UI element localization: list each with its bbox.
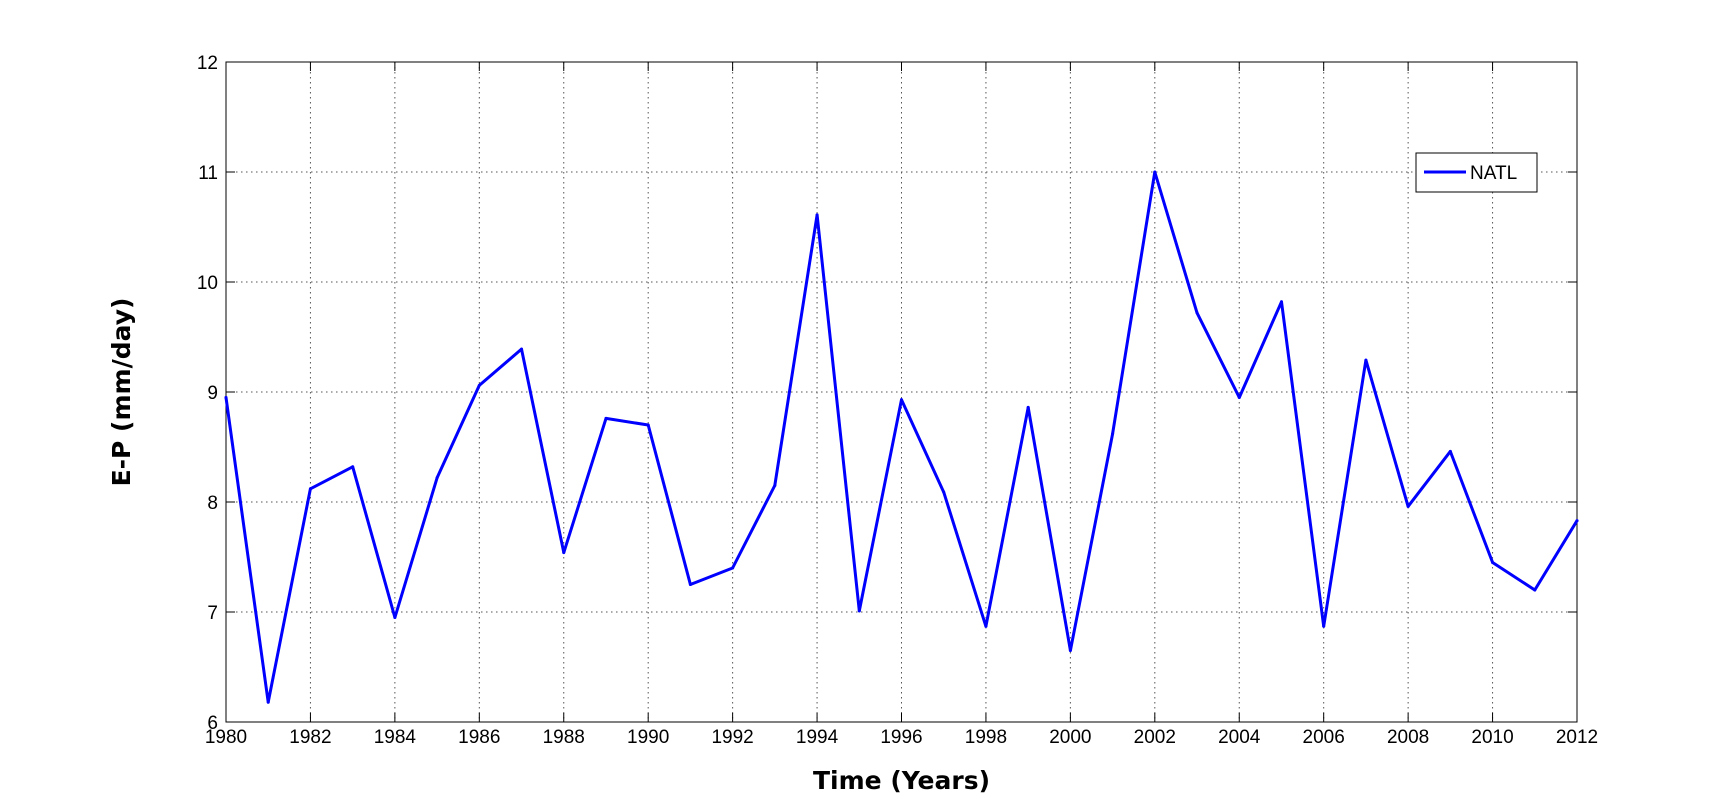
x-tick-label: 1996 bbox=[880, 727, 922, 748]
data-point bbox=[308, 487, 312, 491]
x-tick-label: 1980 bbox=[205, 727, 247, 748]
data-point bbox=[266, 700, 270, 704]
x-tick-label: 2000 bbox=[1049, 727, 1091, 748]
data-point bbox=[477, 383, 481, 387]
y-tick-label: 9 bbox=[207, 383, 218, 404]
data-point bbox=[1322, 624, 1326, 628]
tick-marks bbox=[225, 61, 1578, 723]
x-tick-label: 2008 bbox=[1387, 727, 1429, 748]
x-tick-label: 1998 bbox=[965, 727, 1007, 748]
y-tick-label: 10 bbox=[197, 273, 218, 294]
data-point bbox=[815, 213, 819, 217]
data-point bbox=[435, 476, 439, 480]
x-axis-title: Time (Years) bbox=[813, 766, 990, 795]
x-tick-label: 1994 bbox=[796, 727, 839, 748]
data-point bbox=[1533, 588, 1537, 592]
data-point bbox=[1111, 432, 1115, 436]
y-tick-label: 8 bbox=[207, 493, 218, 514]
data-point bbox=[1068, 649, 1072, 652]
data-point bbox=[1448, 449, 1452, 453]
x-tick-label: 1982 bbox=[289, 727, 331, 748]
data-point bbox=[562, 551, 566, 555]
y-tick-label: 12 bbox=[197, 53, 218, 74]
y-tick-label: 11 bbox=[198, 163, 218, 184]
x-tick-label: 2006 bbox=[1303, 727, 1345, 748]
x-tick-label: 2002 bbox=[1134, 727, 1176, 748]
y-axis-title: E-P (mm/day) bbox=[107, 298, 136, 487]
data-point bbox=[1237, 396, 1241, 399]
x-tick-labels: 1980 1982 1984 1986 1988 1990 1992 1994 1996 1998… bbox=[205, 727, 1598, 748]
x-tick-label: 1992 bbox=[711, 727, 753, 748]
data-point bbox=[1026, 405, 1030, 409]
data-points bbox=[224, 170, 1579, 704]
x-tick-label: 1984 bbox=[374, 727, 417, 748]
data-point bbox=[224, 396, 228, 399]
y-tick-label: 6 bbox=[207, 713, 218, 734]
data-point bbox=[604, 416, 608, 420]
x-tick-label: 1986 bbox=[458, 727, 500, 748]
data-point bbox=[731, 566, 735, 570]
data-point bbox=[857, 609, 861, 613]
data-point bbox=[984, 624, 988, 628]
data-point bbox=[1364, 358, 1368, 362]
data-point bbox=[1406, 504, 1410, 508]
data-point bbox=[688, 583, 692, 586]
data-point bbox=[1575, 519, 1579, 523]
data-point bbox=[1153, 170, 1157, 174]
data-point bbox=[646, 423, 650, 427]
data-point bbox=[1279, 300, 1283, 304]
legend-label-natl: NATL bbox=[1470, 163, 1517, 184]
data-point bbox=[1195, 311, 1199, 315]
data-point bbox=[351, 465, 355, 469]
data-point bbox=[520, 347, 524, 351]
legend: NATL bbox=[1415, 152, 1538, 193]
x-tick-label: 1990 bbox=[627, 727, 669, 748]
x-tick-label: 2010 bbox=[1471, 727, 1513, 748]
y-tick-labels: 6 7 8 9 10 11 12 bbox=[197, 53, 218, 734]
data-point bbox=[393, 616, 397, 619]
x-tick-label: 1988 bbox=[543, 727, 585, 748]
data-point bbox=[942, 490, 946, 494]
x-tick-label: 2012 bbox=[1556, 727, 1598, 748]
data-point bbox=[900, 398, 903, 402]
data-point bbox=[1491, 561, 1495, 564]
data-point bbox=[773, 484, 777, 487]
x-tick-label: 2004 bbox=[1218, 727, 1261, 748]
y-tick-label: 7 bbox=[207, 603, 218, 624]
